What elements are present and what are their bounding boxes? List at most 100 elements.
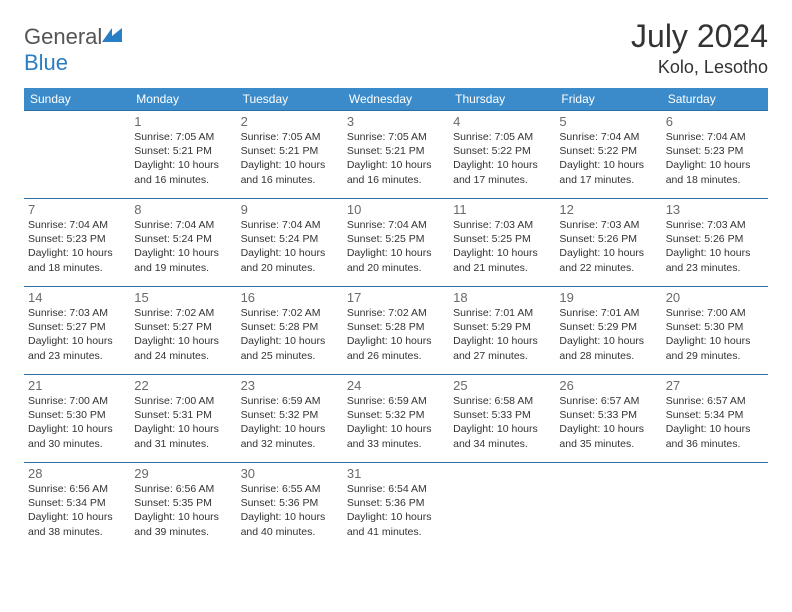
calendar-cell: 8Sunrise: 7:04 AMSunset: 5:24 PMDaylight…: [130, 199, 236, 287]
sunset-text: Sunset: 5:31 PM: [134, 408, 232, 422]
brand-general: General: [24, 24, 102, 49]
daylight-text: Daylight: 10 hours and 33 minutes.: [347, 422, 445, 450]
day-info: Sunrise: 6:54 AMSunset: 5:36 PMDaylight:…: [347, 482, 445, 539]
day-number: 19: [559, 290, 657, 305]
calendar-body: 1Sunrise: 7:05 AMSunset: 5:21 PMDaylight…: [24, 111, 768, 551]
sunset-text: Sunset: 5:24 PM: [134, 232, 232, 246]
daylight-text: Daylight: 10 hours and 32 minutes.: [241, 422, 339, 450]
day-number: 14: [28, 290, 126, 305]
sunrise-text: Sunrise: 7:02 AM: [134, 306, 232, 320]
day-info: Sunrise: 7:03 AMSunset: 5:25 PMDaylight:…: [453, 218, 551, 275]
daylight-text: Daylight: 10 hours and 18 minutes.: [28, 246, 126, 274]
calendar-cell: 15Sunrise: 7:02 AMSunset: 5:27 PMDayligh…: [130, 287, 236, 375]
day-info: Sunrise: 7:00 AMSunset: 5:30 PMDaylight:…: [28, 394, 126, 451]
sunrise-text: Sunrise: 7:00 AM: [134, 394, 232, 408]
daylight-text: Daylight: 10 hours and 36 minutes.: [666, 422, 764, 450]
sunset-text: Sunset: 5:21 PM: [134, 144, 232, 158]
sunrise-text: Sunrise: 7:03 AM: [559, 218, 657, 232]
sunset-text: Sunset: 5:26 PM: [666, 232, 764, 246]
sunset-text: Sunset: 5:34 PM: [666, 408, 764, 422]
daylight-text: Daylight: 10 hours and 27 minutes.: [453, 334, 551, 362]
day-info: Sunrise: 7:05 AMSunset: 5:21 PMDaylight:…: [134, 130, 232, 187]
calendar-row: 14Sunrise: 7:03 AM Sunset: 5:27 PM Dayligh…: [24, 287, 768, 375]
day-number: 20: [666, 290, 764, 305]
calendar-cell: 12Sunrise: 7:03 AMSunset: 5:26 PMDayligh…: [555, 199, 661, 287]
sunset-text: Sunset: 5:24 PM: [241, 232, 339, 246]
daylight-text: Daylight: 10 hours and 16 minutes.: [134, 158, 232, 186]
day-number: 28: [28, 466, 126, 481]
sunrise-text: Sunrise: 7:03 AM: [666, 218, 764, 232]
calendar-cell: 17Sunrise: 7:02 AMSunset: 5:28 PMDayligh…: [343, 287, 449, 375]
sunrise-text: Sunrise: 7:04 AM: [666, 130, 764, 144]
day-number: 22: [134, 378, 232, 393]
calendar-cell: 6Sunrise: 7:04 AMSunset: 5:23 PMDaylight…: [662, 111, 768, 199]
calendar-cell: 14Sunrise: 7:03 AMSunset: 5:27 PMDayligh…: [24, 287, 130, 375]
calendar-row: 1Sunrise: 7:05 AMSunset: 5:21 PMDaylight…: [24, 111, 768, 199]
sunrise-text: Sunrise: 6:56 AM: [134, 482, 232, 496]
weekday-header: Wednesday: [343, 88, 449, 111]
sunset-text: Sunset: 5:36 PM: [347, 496, 445, 510]
daylight-text: Daylight: 10 hours and 40 minutes.: [241, 510, 339, 538]
brand-blue: Blue: [24, 50, 68, 75]
sunset-text: Sunset: 5:32 PM: [347, 408, 445, 422]
sunset-text: Sunset: 5:21 PM: [241, 144, 339, 158]
calendar-cell: 1Sunrise: 7:05 AMSunset: 5:21 PMDaylight…: [130, 111, 236, 199]
calendar-cell: 30Sunrise: 6:55 AMSunset: 5:36 PMDayligh…: [237, 463, 343, 551]
flag-icon: [102, 28, 122, 44]
daylight-text: Daylight: 10 hours and 20 minutes.: [347, 246, 445, 274]
day-number: 4: [453, 114, 551, 129]
sunrise-text: Sunrise: 7:05 AM: [347, 130, 445, 144]
sunrise-text: Sunrise: 7:01 AM: [559, 306, 657, 320]
sunrise-text: Sunrise: 7:05 AM: [453, 130, 551, 144]
daylight-text: Daylight: 10 hours and 17 minutes.: [453, 158, 551, 186]
calendar-cell: 2Sunrise: 7:05 AMSunset: 5:21 PMDaylight…: [237, 111, 343, 199]
sunrise-text: Sunrise: 6:57 AM: [666, 394, 764, 408]
calendar-cell: 13Sunrise: 7:03 AMSunset: 5:26 PMDayligh…: [662, 199, 768, 287]
day-info: Sunrise: 7:04 AMSunset: 5:24 PMDaylight:…: [241, 218, 339, 275]
day-number: 11: [453, 202, 551, 217]
sunrise-text: Sunrise: 6:54 AM: [347, 482, 445, 496]
calendar-cell: 23Sunrise: 6:59 AMSunset: 5:32 PMDayligh…: [237, 375, 343, 463]
day-info: Sunrise: 7:02 AMSunset: 5:28 PMDaylight:…: [241, 306, 339, 363]
day-info: Sunrise: 7:01 AMSunset: 5:29 PMDaylight:…: [559, 306, 657, 363]
day-number: 7: [28, 202, 126, 217]
day-info: Sunrise: 7:04 AMSunset: 5:25 PMDaylight:…: [347, 218, 445, 275]
calendar-cell: 20Sunrise: 7:00 AMSunset: 5:30 PMDayligh…: [662, 287, 768, 375]
calendar-cell: 10Sunrise: 7:04 AMSunset: 5:25 PMDayligh…: [343, 199, 449, 287]
sunrise-text: Sunrise: 7:04 AM: [28, 218, 126, 232]
sunrise-text: Sunrise: 7:03 AM: [453, 218, 551, 232]
daylight-text: Daylight: 10 hours and 29 minutes.: [666, 334, 764, 362]
calendar-cell: 28Sunrise: 6:56 AMSunset: 5:34 PMDayligh…: [24, 463, 130, 551]
calendar-cell: 21Sunrise: 7:00 AMSunset: 5:30 PMDayligh…: [24, 375, 130, 463]
sunrise-text: Sunrise: 7:04 AM: [241, 218, 339, 232]
daylight-text: Daylight: 10 hours and 20 minutes.: [241, 246, 339, 274]
daylight-text: Daylight: 10 hours and 16 minutes.: [241, 158, 339, 186]
header: General Blue July 2024 Kolo, Lesotho: [24, 18, 768, 78]
sunset-text: Sunset: 5:34 PM: [28, 496, 126, 510]
day-info: Sunrise: 7:03 AMSunset: 5:26 PMDaylight:…: [559, 218, 657, 275]
day-number: 24: [347, 378, 445, 393]
calendar-cell: [449, 463, 555, 551]
sunrise-text: Sunrise: 7:02 AM: [241, 306, 339, 320]
calendar-cell: 24Sunrise: 6:59 AMSunset: 5:32 PMDayligh…: [343, 375, 449, 463]
sunrise-text: Sunrise: 7:04 AM: [347, 218, 445, 232]
day-info: Sunrise: 7:05 AMSunset: 5:21 PMDaylight:…: [347, 130, 445, 187]
sunrise-text: Sunrise: 7:01 AM: [453, 306, 551, 320]
day-number: 17: [347, 290, 445, 305]
weekday-header: Friday: [555, 88, 661, 111]
day-number: 3: [347, 114, 445, 129]
weekday-header: Tuesday: [237, 88, 343, 111]
sunrise-text: Sunrise: 7:03 AM: [28, 306, 126, 320]
sunrise-text: Sunrise: 6:58 AM: [453, 394, 551, 408]
sunset-text: Sunset: 5:27 PM: [134, 320, 232, 334]
calendar-cell: 27Sunrise: 6:57 AMSunset: 5:34 PMDayligh…: [662, 375, 768, 463]
daylight-text: Daylight: 10 hours and 22 minutes.: [559, 246, 657, 274]
calendar-cell: 26Sunrise: 6:57 AMSunset: 5:33 PMDayligh…: [555, 375, 661, 463]
calendar-cell: 9Sunrise: 7:04 AMSunset: 5:24 PMDaylight…: [237, 199, 343, 287]
day-info: Sunrise: 7:02 AMSunset: 5:28 PMDaylight:…: [347, 306, 445, 363]
sunset-text: Sunset: 5:32 PM: [241, 408, 339, 422]
day-number: 10: [347, 202, 445, 217]
month-title: July 2024: [631, 18, 768, 55]
day-number: 23: [241, 378, 339, 393]
calendar-table: Sunday Monday Tuesday Wednesday Thursday…: [24, 88, 768, 551]
